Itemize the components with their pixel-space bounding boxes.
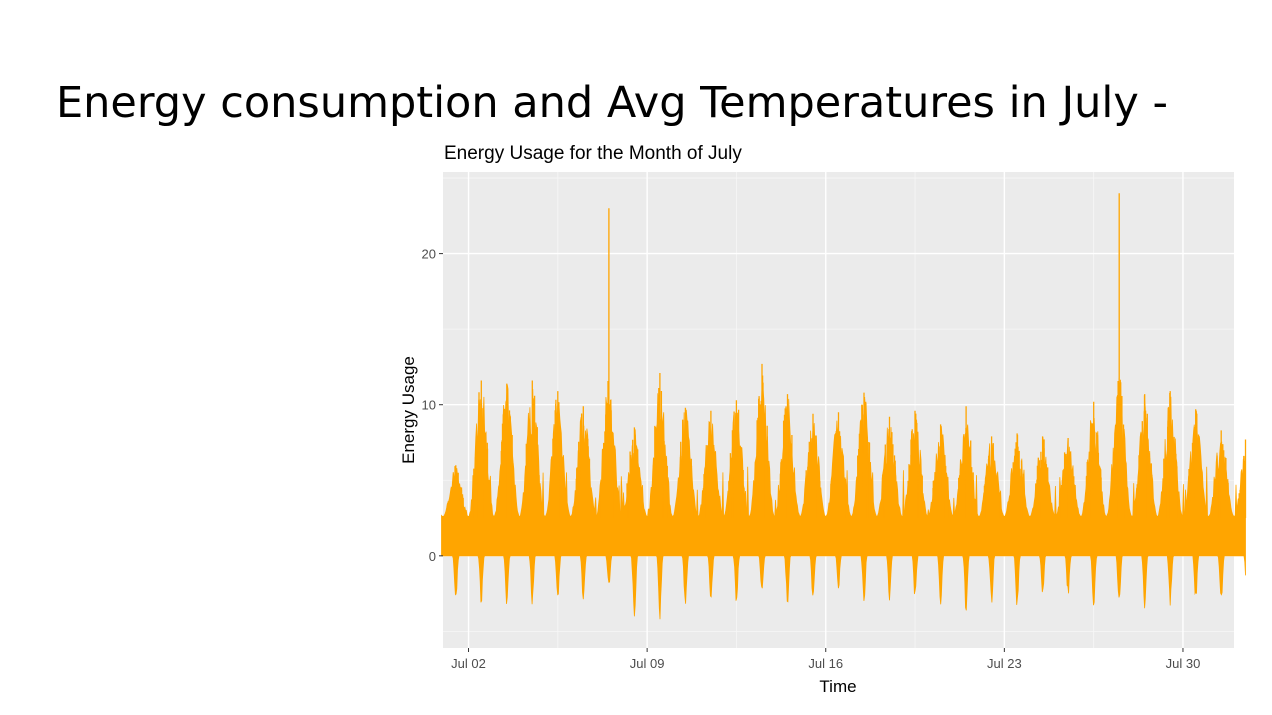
- y-axis: 0 10 20: [422, 247, 443, 564]
- y-tick-label: 10: [422, 398, 436, 413]
- y-tick-label: 0: [429, 549, 436, 564]
- energy-series: [441, 193, 1247, 620]
- major-gridlines: [443, 172, 1234, 648]
- energy-area: [441, 377, 1246, 620]
- chart-title: Energy Usage for the Month of July: [444, 143, 742, 164]
- x-tick-label: Jul 23: [987, 656, 1022, 671]
- x-axis: Jul 02 Jul 09 Jul 16 Jul 23 Jul 30: [451, 648, 1200, 671]
- y-axis-title: Energy Usage: [399, 356, 418, 464]
- x-tick-label: Jul 02: [451, 656, 486, 671]
- x-axis-title: Time: [819, 677, 856, 696]
- slide-title: Energy consumption and Avg Temperatures …: [56, 78, 1168, 128]
- x-tick-label: Jul 09: [630, 656, 665, 671]
- x-tick-label: Jul 16: [808, 656, 843, 671]
- x-tick-label: Jul 30: [1166, 656, 1201, 671]
- energy-spikes: [447, 193, 1247, 518]
- y-tick-label: 20: [422, 247, 436, 262]
